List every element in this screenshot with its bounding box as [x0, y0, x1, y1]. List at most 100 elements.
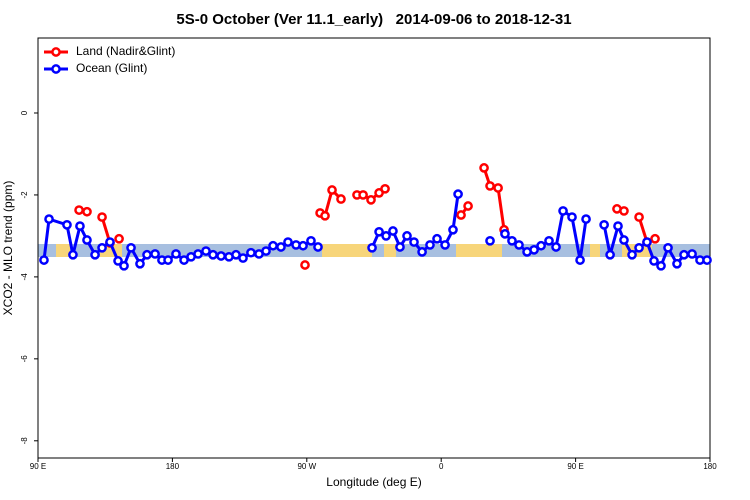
data-point — [82, 206, 92, 217]
x-tick-label: 0 — [439, 462, 444, 471]
data-point — [619, 235, 629, 245]
data-point — [463, 201, 473, 211]
data-point — [663, 242, 673, 253]
data-point — [367, 242, 377, 253]
y-tick-label: -4 — [20, 273, 29, 281]
data-point — [208, 249, 218, 260]
data-point — [44, 214, 54, 224]
legend-marker — [51, 47, 61, 57]
x-tick-label: 90 E — [567, 462, 583, 471]
x-tick-label: 90 E — [30, 462, 46, 471]
land-band — [322, 244, 372, 257]
data-point — [142, 249, 152, 260]
legend-label: Ocean (Glint) — [76, 61, 147, 75]
data-point — [448, 224, 458, 235]
data-point — [432, 233, 442, 244]
data-point — [649, 256, 659, 266]
data-point — [74, 205, 84, 215]
y-tick-label: -8 — [20, 437, 29, 445]
data-point — [105, 237, 115, 247]
data-point — [246, 247, 256, 258]
data-point — [238, 253, 248, 263]
data-point — [366, 195, 376, 205]
data-point — [114, 233, 124, 244]
data-point — [485, 235, 495, 246]
data-point — [605, 249, 615, 260]
data-point — [456, 210, 466, 220]
data-point — [656, 260, 666, 271]
land-band — [384, 244, 396, 257]
data-point — [75, 221, 85, 231]
data-point — [500, 229, 510, 239]
data-point — [261, 246, 271, 256]
data-point — [679, 249, 689, 260]
data-point — [201, 246, 211, 256]
data-point — [381, 231, 391, 241]
data-point — [619, 206, 629, 216]
plot-frame — [37, 37, 711, 459]
data-point — [634, 212, 644, 222]
x-tick-label: 90 W — [297, 462, 316, 471]
data-point — [327, 185, 337, 195]
data-point — [82, 235, 92, 245]
y-axis-label: XCO2 - MLO trend (ppm) — [1, 181, 15, 316]
land-band — [456, 244, 502, 257]
data-point — [380, 183, 390, 194]
data-point — [479, 163, 489, 173]
data-point — [171, 249, 181, 259]
data-point — [551, 242, 561, 252]
data-point — [320, 210, 330, 221]
data-point — [97, 242, 107, 253]
data-point — [126, 242, 136, 253]
data-point — [425, 240, 435, 250]
data-point — [642, 237, 652, 247]
data-point — [529, 244, 539, 255]
data-point — [417, 247, 427, 257]
data-point — [453, 189, 463, 199]
data-point — [113, 256, 123, 266]
data-point — [68, 249, 78, 260]
data-point — [627, 249, 637, 260]
data-point — [558, 206, 568, 216]
data-point — [409, 237, 419, 247]
data-point — [650, 233, 660, 244]
data-point — [90, 249, 100, 260]
data-point — [402, 231, 412, 241]
data-point — [507, 235, 517, 246]
data-point — [581, 214, 591, 224]
data-point — [97, 212, 107, 222]
data-point — [268, 240, 278, 251]
y-tick-label: -2 — [20, 191, 29, 199]
data-point — [300, 260, 310, 270]
data-point — [493, 183, 503, 193]
data-point — [687, 249, 697, 259]
data-point — [575, 255, 585, 265]
data-point — [634, 242, 644, 253]
data-point — [358, 190, 368, 200]
data-point — [395, 242, 405, 252]
x-tick-label: 180 — [703, 462, 717, 471]
data-point — [62, 219, 72, 230]
data-point — [193, 249, 203, 259]
data-point — [599, 219, 609, 230]
data-point — [374, 226, 384, 237]
data-point — [298, 240, 308, 251]
land-band — [590, 244, 600, 257]
data-point — [567, 212, 577, 222]
data-point — [119, 260, 129, 271]
y-tick-label: 0 — [20, 110, 29, 115]
data-point — [150, 249, 160, 259]
data-point — [135, 258, 145, 269]
land-band — [56, 244, 70, 257]
data-point — [276, 242, 286, 252]
data-point — [216, 251, 226, 261]
data-point — [313, 242, 323, 252]
legend-label: Land (Nadir&Glint) — [76, 44, 175, 58]
series-line — [482, 167, 506, 230]
data-point — [163, 255, 173, 265]
data-point — [306, 235, 316, 246]
x-axis-label: Longitude (deg E) — [326, 475, 421, 489]
data-point — [613, 221, 623, 231]
data-point — [672, 258, 682, 269]
